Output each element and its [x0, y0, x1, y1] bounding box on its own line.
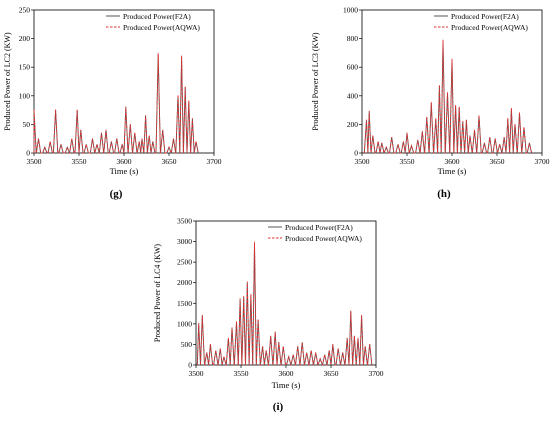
series-line-aqwa	[196, 241, 373, 366]
panel-label: (i)	[273, 401, 284, 413]
y-tick-label: 400	[347, 91, 359, 100]
y-tick-label: 2000	[177, 278, 192, 287]
series-line-f2a	[33, 54, 199, 154]
panel-label: (h)	[437, 188, 451, 200]
y-tick-label: 500	[181, 340, 193, 349]
x-tick-label: 3550	[72, 157, 87, 166]
y-tick-label: 1000	[343, 6, 358, 15]
y-tick-label: 150	[19, 63, 31, 72]
x-tick-label: 3600	[279, 369, 294, 378]
y-tick-label: 50	[23, 120, 31, 129]
y-tick-label: 2500	[177, 258, 192, 267]
y-axis-label: Produced Power of LC4 (KW)	[153, 244, 162, 343]
series-line-aqwa	[33, 53, 199, 154]
y-tick-label: 600	[347, 63, 359, 72]
legend-label: Produced Power(AQWA)	[285, 234, 362, 243]
legend-label: Produced Power(AQWA)	[123, 23, 200, 32]
y-tick-label: 0	[188, 361, 192, 370]
series-line-f2a	[196, 243, 373, 366]
y-tick-label: 200	[347, 120, 359, 129]
y-tick-label: 0	[26, 149, 30, 158]
y-tick-label: 200	[19, 34, 31, 43]
x-tick-label: 3700	[535, 157, 550, 166]
x-tick-label: 3500	[355, 157, 370, 166]
y-axis-label: Produced Power of LC3 (KW)	[311, 32, 320, 131]
legend-label: Produced Power(F2A)	[123, 12, 191, 21]
chart-panel-g: 3500 3550 3600 3650 3700 0 50 100 150 200 250 Time …	[3, 6, 222, 201]
series-line-aqwa	[363, 39, 533, 154]
y-tick-label: 100	[19, 91, 31, 100]
panel-label: (g)	[110, 188, 123, 200]
x-tick-label: 3700	[369, 369, 384, 378]
x-axis-label: Time (s)	[110, 166, 139, 176]
x-tick-label: 3550	[400, 157, 415, 166]
legend-label: Produced Power(AQWA)	[451, 23, 528, 32]
y-axis-label: Produced Power of LC2 (KW)	[3, 32, 12, 131]
y-tick-label: 3000	[177, 237, 192, 246]
x-axis-label: Time (s)	[272, 380, 301, 390]
x-tick-label: 3500	[27, 157, 42, 166]
chart-panel-h: 3500 3550 3600 3650 3700 0 200 400 600 800 1000 Tim…	[311, 6, 550, 201]
y-tick-label: 1000	[177, 319, 192, 328]
x-axis-label: Time (s)	[438, 166, 467, 176]
x-tick-label: 3600	[445, 157, 460, 166]
x-tick-label: 3700	[207, 157, 222, 166]
x-tick-label: 3600	[117, 157, 132, 166]
x-tick-label: 3650	[324, 369, 339, 378]
x-tick-label: 3500	[189, 369, 204, 378]
y-tick-label: 0	[354, 149, 358, 158]
x-tick-label: 3550	[234, 369, 249, 378]
y-tick-label: 250	[19, 6, 31, 15]
y-tick-label: 800	[347, 34, 359, 43]
chart-panel-i: 3500 3550 3600 3650 3700 0 500 1000 1500 2000 2500…	[153, 217, 384, 414]
legend-label: Produced Power(F2A)	[451, 12, 519, 21]
y-tick-label: 1500	[177, 299, 192, 308]
x-tick-label: 3650	[162, 157, 177, 166]
y-tick-label: 3500	[177, 217, 192, 226]
x-tick-label: 3650	[490, 157, 505, 166]
legend-label: Produced Power(F2A)	[285, 223, 353, 232]
